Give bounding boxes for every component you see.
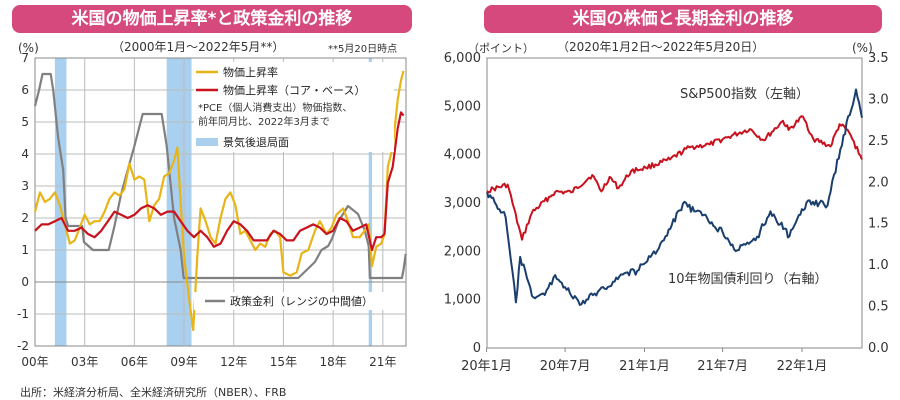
right-ytick-left-label: 0	[473, 341, 481, 356]
right-chart: （ポイント） (%) 6,000 5,000 4,000 3,000 2,000 1,00…	[444, 41, 889, 374]
left-xtick-label: 15年	[270, 355, 297, 369]
left-ylabel: (%)	[18, 41, 39, 55]
right-ylabel-left: （ポイント）	[468, 42, 534, 55]
left-ytick-label: 0	[21, 275, 29, 289]
left-xtick-label: 21年	[369, 355, 396, 369]
right-ytick-right-label: 2.5	[868, 134, 889, 149]
left-ytick-label: 5	[21, 115, 29, 129]
right-chart-title: 米国の株価と長期金利の推移	[484, 5, 882, 33]
left-ytick-label: 3	[21, 179, 29, 193]
legend-note-line2: 前年同月比、2022年3月まで	[198, 115, 330, 128]
right-ytick-right-label: 1.0	[868, 258, 889, 273]
right-ytick-right-label: 0.0	[868, 341, 889, 356]
right-xtick-label: 21年7月	[697, 359, 748, 374]
annotation-yield: 10年物国債利回り（右軸）	[668, 272, 828, 287]
right-ylabel-right: (%)	[852, 41, 873, 55]
right-ytick-right-label: 1.5	[868, 217, 889, 232]
left-ytick-label: 4	[21, 147, 29, 161]
left-xtick-label: 18年	[319, 355, 346, 369]
right-xtick-label: 20年7月	[540, 359, 591, 374]
recession-band-1	[166, 58, 192, 346]
left-ytick-label: 1	[21, 243, 29, 257]
right-ytick-left-label: 6,000	[444, 51, 481, 66]
left-chart: (%) 7 6 5 4 3 2 1 0 -1 -2 00年 03年 06年 09年 12年 15年 18年 21…	[17, 41, 407, 369]
left-ytick-label: -2	[17, 339, 29, 353]
right-plot-frame	[486, 57, 863, 349]
left-xtick-label: 00年	[21, 355, 48, 369]
right-ytick-right-label: 0.5	[868, 300, 889, 315]
right-xtick-label: 20年1月	[461, 359, 512, 374]
annotation-sp500: S&P500指数（左軸）	[680, 87, 809, 102]
left-ytick-label: 7	[21, 51, 29, 65]
left-plot-frame	[34, 57, 407, 347]
legend-label-recession: 景気後退局面	[223, 135, 289, 149]
legend-label-inflation: 物価上昇率	[223, 65, 278, 79]
left-legend-bg	[194, 62, 394, 152]
right-ytick-left-label: 4,000	[444, 148, 481, 163]
left-ytick-label: 6	[21, 83, 29, 97]
right-xtick-label: 21年1月	[619, 359, 670, 374]
right-ytick-left-label: 1,000	[444, 293, 481, 308]
left-xtick-label: 09年	[170, 355, 197, 369]
legend-note-line1: *PCE（個人消費支出）物価指数、	[198, 101, 352, 114]
recession-band-2	[368, 58, 373, 346]
right-ytick-right-label: 3.0	[868, 92, 889, 107]
left-series-2	[33, 72, 407, 280]
source-note: 出所：米経済分析局、全米経済研究所（NBER）、FRB	[20, 386, 287, 399]
left-chart-footnote: **5月20日時点	[328, 44, 398, 55]
left-xtick-label: 03年	[71, 355, 98, 369]
right-xtick-label: 22年1月	[777, 359, 828, 374]
right-ytick-left-label: 5,000	[444, 99, 481, 114]
right-series-1	[486, 88, 863, 306]
right-chart-subtitle: （2020年1月2日～2022年5月20日）	[557, 40, 765, 54]
right-ytick-left-label: 2,000	[444, 244, 481, 259]
left-series-1	[34, 111, 405, 252]
legend-swatch-recession	[196, 138, 218, 146]
right-series-0	[486, 115, 863, 241]
left-chart-subtitle: （2000年1月～2022年5月**）	[112, 40, 285, 54]
right-ytick-left-label: 3,000	[444, 196, 481, 211]
left-ytick-label: 2	[21, 211, 29, 225]
left-xtick-label: 06年	[121, 355, 148, 369]
legend-label-core: 物価上昇率（コア・ベース）	[223, 83, 365, 97]
left-legend-policy-bg	[194, 292, 404, 310]
legend-label-policy: 政策金利（レンジの中間値）	[230, 294, 373, 308]
right-ytick-right-label: 2.0	[868, 175, 889, 190]
recession-band-0	[54, 58, 67, 346]
left-ytick-label: -1	[17, 307, 29, 321]
right-ytick-right-label: 3.5	[868, 51, 889, 66]
left-xtick-label: 12年	[220, 355, 247, 369]
left-chart-title: 米国の物価上昇率*と政策金利の推移	[12, 5, 412, 33]
